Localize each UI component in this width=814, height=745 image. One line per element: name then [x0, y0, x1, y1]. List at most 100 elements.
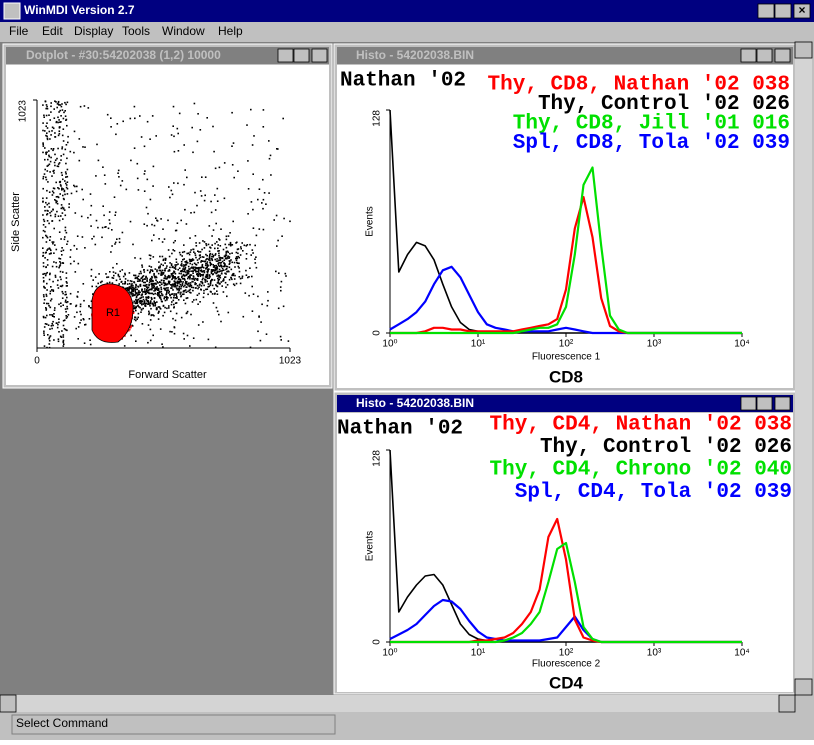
menu-item[interactable]: Edit: [42, 24, 63, 38]
event-dot: [199, 256, 202, 259]
event-dot: [141, 323, 144, 325]
maximize-button[interactable]: [293, 48, 310, 63]
event-dot: [47, 334, 49, 336]
event-dot: [251, 144, 254, 146]
event-dot: [137, 291, 139, 294]
menu-item[interactable]: Display: [74, 24, 113, 38]
event-dot: [88, 305, 90, 307]
maximize-button[interactable]: [774, 3, 792, 19]
event-dot: [194, 287, 197, 289]
event-dot: [218, 265, 221, 268]
maximize-button[interactable]: [756, 48, 773, 63]
event-dot: [206, 262, 208, 265]
close-button[interactable]: [793, 3, 811, 19]
event-dot: [181, 275, 183, 278]
event-dot: [42, 143, 44, 146]
scroll-down[interactable]: [794, 678, 813, 696]
event-dot: [45, 104, 48, 106]
event-dot: [83, 342, 86, 344]
event-dot: [143, 300, 146, 302]
event-dot: [227, 311, 230, 314]
event-dot: [156, 269, 158, 271]
event-dot: [171, 278, 173, 281]
scroll-left[interactable]: [0, 694, 17, 713]
event-dot: [131, 283, 133, 285]
event-dot: [42, 151, 44, 154]
event-dot: [87, 216, 89, 219]
event-dot: [131, 280, 133, 283]
vertical-scrollbar[interactable]: [795, 42, 812, 695]
event-dot: [48, 247, 51, 249]
event-dot: [146, 291, 149, 294]
scroll-up[interactable]: [794, 41, 813, 59]
event-dot: [187, 265, 190, 268]
menu-item[interactable]: File: [9, 24, 29, 38]
event-dot: [247, 276, 249, 279]
event-dot: [232, 272, 235, 275]
parameter-label: CD4: [549, 673, 584, 692]
event-dot: [130, 287, 132, 289]
event-dot: [187, 277, 189, 280]
event-dot: [148, 312, 151, 314]
event-dot: [52, 192, 55, 194]
minimize-button[interactable]: [277, 48, 294, 63]
scroll-right[interactable]: [778, 694, 796, 713]
event-dot: [64, 226, 67, 229]
event-dot: [151, 275, 153, 278]
event-dot: [245, 269, 247, 272]
event-dot: [154, 282, 157, 285]
event-dot: [240, 247, 242, 250]
close-button[interactable]: [774, 396, 791, 411]
maximize-button[interactable]: [756, 396, 773, 411]
menu-item[interactable]: Help: [218, 24, 243, 38]
event-dot: [134, 316, 137, 319]
event-dot: [211, 284, 214, 287]
event-dot: [180, 269, 183, 272]
minimize-button[interactable]: [740, 396, 757, 411]
event-dot: [51, 130, 53, 132]
event-dot: [222, 269, 225, 271]
event-dot: [216, 290, 218, 292]
event-dot: [194, 235, 197, 237]
event-dot: [171, 273, 174, 275]
event-dot: [152, 185, 154, 187]
event-dot: [220, 266, 223, 268]
event-dot: [182, 268, 184, 270]
menu-item[interactable]: Window: [162, 24, 205, 38]
event-dot: [144, 285, 146, 287]
horizontal-scrollbar[interactable]: [0, 695, 795, 712]
event-dot: [46, 323, 48, 325]
event-dot: [162, 259, 165, 262]
event-dot: [147, 212, 149, 215]
event-dot: [49, 236, 52, 238]
event-dot: [58, 318, 60, 320]
event-dot: [148, 281, 151, 283]
event-dot: [65, 184, 68, 186]
event-dot: [42, 142, 44, 144]
event-dot: [170, 263, 173, 265]
event-dot: [174, 265, 177, 268]
event-dot: [66, 301, 69, 303]
close-button[interactable]: [311, 48, 328, 63]
minimize-button[interactable]: [740, 48, 757, 63]
sample-label: Nathan '02: [337, 418, 463, 441]
event-dot: [141, 293, 144, 295]
event-dot: [143, 269, 145, 271]
event-dot: [43, 285, 45, 288]
event-dot: [144, 305, 147, 307]
event-dot: [173, 285, 175, 288]
minimize-button[interactable]: [757, 3, 775, 19]
event-dot: [163, 277, 165, 280]
event-dot: [167, 280, 170, 283]
event-dot: [49, 299, 52, 302]
event-dot: [89, 193, 92, 195]
event-dot: [236, 248, 239, 251]
event-dot: [240, 246, 242, 248]
event-dot: [62, 218, 64, 220]
menu-item[interactable]: Tools: [122, 24, 150, 38]
event-dot: [199, 190, 202, 192]
close-button[interactable]: [774, 48, 791, 63]
event-dot: [135, 295, 138, 298]
event-dot: [224, 243, 227, 246]
event-dot: [56, 165, 59, 167]
